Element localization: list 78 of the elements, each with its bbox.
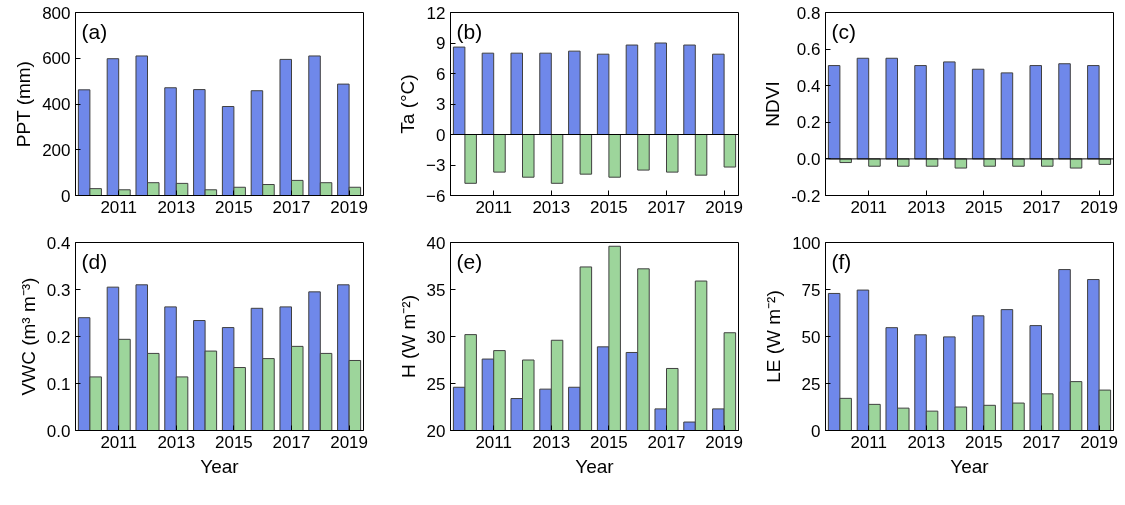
x-tick-label: 2013 <box>907 197 946 217</box>
y-tick-label: 40 <box>426 233 446 253</box>
y-tick-label: 9 <box>436 34 446 53</box>
y-tick-label: 75 <box>801 280 821 300</box>
y-tick-label: −6 <box>426 186 446 206</box>
y-axis-title: VWC (m³ m⁻³) <box>17 277 39 396</box>
x-tick-label: 2017 <box>1022 432 1061 452</box>
x-axis-title: Year <box>575 455 615 477</box>
y-tick-label: 0.4 <box>796 76 821 96</box>
y-tick-label: 800 <box>42 3 71 23</box>
y-tick-label: 0.2 <box>796 113 821 133</box>
x-tick-label: 2015 <box>964 197 1003 217</box>
x-tick-label: 2013 <box>907 432 946 452</box>
y-tick-label: 600 <box>42 49 71 69</box>
y-tick-label: 0 <box>61 186 71 206</box>
annotation: (f) <box>831 249 852 273</box>
x-tick-label: 2017 <box>272 197 311 217</box>
y-tick-label: 25 <box>801 374 821 394</box>
x-tick-label: 2015 <box>589 432 628 452</box>
y-tick-label: 50 <box>801 327 821 347</box>
x-tick-label: 2017 <box>647 197 686 217</box>
x-tick-label: 2011 <box>100 432 137 452</box>
y-tick-label: 0.4 <box>46 233 71 253</box>
x-tick-label: 2015 <box>589 197 628 217</box>
x-tick-label: 2017 <box>1022 197 1061 217</box>
annotation: (b) <box>456 19 483 43</box>
x-tick-label: 2019 <box>705 432 744 452</box>
y-tick-label: -0.2 <box>791 186 821 206</box>
y-tick-label: 0.8 <box>796 3 821 23</box>
annotation: (c) <box>831 19 856 43</box>
x-tick-label: 2011 <box>850 432 887 452</box>
x-tick-label: 2013 <box>157 432 196 452</box>
y-tick-label: 6 <box>436 64 446 84</box>
y-tick-label: 12 <box>426 3 446 23</box>
y-tick-label: 0.1 <box>46 374 71 394</box>
y-tick-label: 400 <box>42 95 71 114</box>
y-tick-label: 0.0 <box>796 149 821 169</box>
x-axis-title: Year <box>950 455 990 477</box>
x-tick-label: 2015 <box>214 432 253 452</box>
y-tick-label: 20 <box>426 421 446 441</box>
y-tick-label: 0 <box>436 125 446 145</box>
x-axis-title: Year <box>200 455 240 477</box>
x-tick-label: 2015 <box>964 432 1003 452</box>
y-tick-label: 25 <box>426 374 446 394</box>
x-tick-label: 2013 <box>532 432 571 452</box>
x-tick-label: 2011 <box>100 197 137 217</box>
y-tick-label: 0 <box>811 421 821 441</box>
x-tick-label: 2013 <box>532 197 571 217</box>
x-tick-label: 2019 <box>705 197 744 217</box>
y-tick-label: 0.6 <box>796 40 821 60</box>
x-tick-label: 2019 <box>1080 432 1119 452</box>
x-tick-label: 2019 <box>330 197 369 217</box>
y-tick-label: −3 <box>426 156 446 175</box>
y-axis-title: NDVI <box>762 81 784 127</box>
y-tick-label: 0.2 <box>46 327 71 347</box>
y-tick-label: 3 <box>436 95 446 114</box>
y-tick-label: 35 <box>426 280 446 300</box>
y-tick-label: 0.3 <box>46 280 71 300</box>
x-tick-label: 2011 <box>475 197 512 217</box>
annotation: (e) <box>456 249 483 273</box>
x-tick-label: 2017 <box>272 432 311 452</box>
y-axis-title: LE (W m⁻²) <box>763 290 785 383</box>
x-tick-label: 2019 <box>330 432 369 452</box>
x-tick-label: 2013 <box>157 197 196 217</box>
x-tick-label: 2019 <box>1080 197 1119 217</box>
y-tick-label: 200 <box>42 140 71 160</box>
y-tick-label: 30 <box>426 327 446 347</box>
annotation: (d) <box>81 249 108 273</box>
annotation: (a) <box>81 19 108 43</box>
x-tick-label: 2015 <box>214 197 253 217</box>
y-axis-title: Ta (°C) <box>397 74 419 134</box>
x-tick-label: 2011 <box>850 197 887 217</box>
y-tick-label: 100 <box>792 233 821 253</box>
y-axis-title: H (W m⁻²) <box>397 294 419 379</box>
y-tick-label: 0.0 <box>46 421 71 441</box>
x-tick-label: 2011 <box>475 432 512 452</box>
x-tick-label: 2017 <box>647 432 686 452</box>
y-axis-title: PPT (mm) <box>13 61 35 148</box>
